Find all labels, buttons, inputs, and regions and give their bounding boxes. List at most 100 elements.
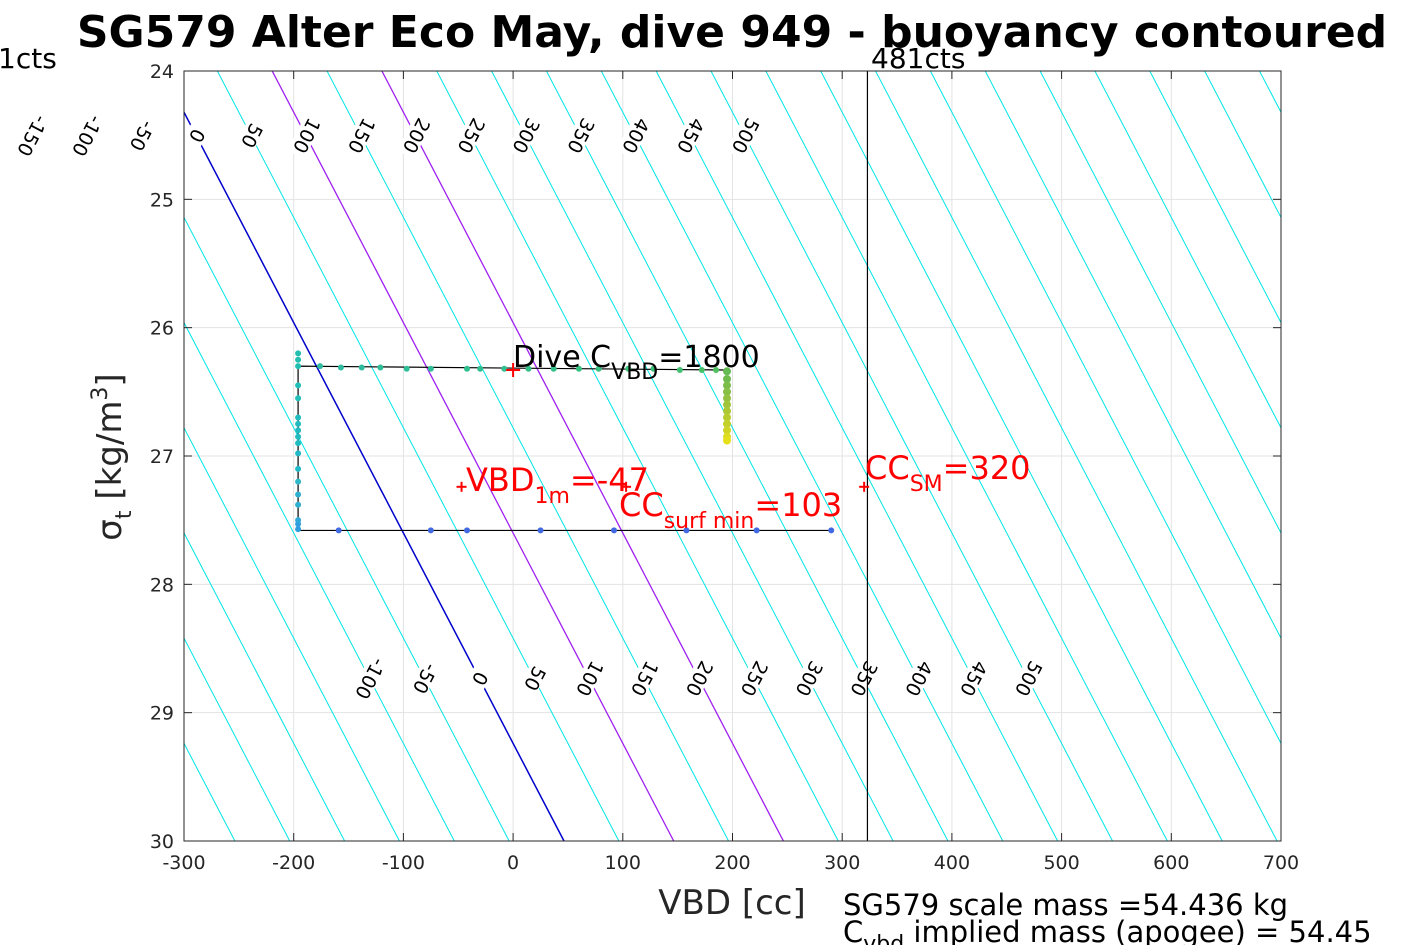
point-left-column-14	[295, 382, 302, 389]
point-left-column-16	[295, 356, 302, 363]
point-left-column-8	[295, 440, 302, 447]
point-right-stack-6	[723, 407, 732, 416]
chart-title: SG579 Alter Eco May, dive 949 - buoyancy…	[77, 7, 1387, 58]
contour-label-top-4: -100	[67, 111, 106, 159]
point-left-column-11	[295, 420, 302, 427]
contour-label-bottom-bg-12	[1008, 654, 1047, 702]
contour-line-14	[271, 71, 675, 841]
point-bottom-row-4	[537, 527, 544, 534]
counts-right: 481cts	[871, 42, 965, 75]
contour-line-16	[381, 71, 784, 841]
contour-line-18	[491, 71, 894, 841]
point-bottom-row-7	[335, 527, 342, 534]
x-tick-label-0: -300	[162, 852, 205, 874]
y-tick-label-4: 28	[150, 574, 174, 596]
point-top-row-9	[525, 365, 532, 372]
annotation-dive-c-vbd-sub: VBD	[611, 360, 658, 385]
contour-line-26	[929, 71, 1281, 745]
point-top-row-12	[595, 365, 602, 372]
contour-label-top-bg-14	[616, 111, 654, 160]
point-top-row-6	[464, 365, 471, 372]
contour-line-29	[1094, 71, 1281, 429]
marker-cc-sm	[859, 481, 870, 492]
point-bottom-row-2	[683, 527, 690, 534]
point-top-row-14	[650, 365, 657, 372]
point-left-column-5	[295, 478, 302, 485]
contour-line-12	[184, 110, 565, 841]
point-top-row-13	[625, 365, 632, 372]
annotation-dive-c-vbd-prefix: Dive C	[513, 340, 611, 375]
y-axis-label-sub: t	[112, 510, 137, 519]
contour-line-20	[600, 71, 1004, 841]
annotation-vbd-1m-prefix: VBD	[466, 461, 534, 499]
contour-line-17	[436, 71, 839, 841]
annotation-cc-sm-suffix: =320	[943, 449, 1031, 487]
point-left-column-2	[295, 517, 302, 524]
x-tick-label-8: 500	[1043, 852, 1079, 874]
point-left-column-17	[295, 350, 302, 357]
contour-label-bottom-bg-8	[789, 654, 827, 702]
point-bottom-row-5	[464, 527, 471, 534]
x-tick-label-9: 600	[1153, 852, 1189, 874]
y-tick-label-1: 25	[150, 189, 174, 211]
point-top-row-4	[403, 365, 410, 372]
contour-line-31	[1204, 71, 1281, 219]
point-left-column-7	[295, 450, 302, 457]
contour-label-top-bg-11	[451, 111, 489, 160]
contour-label-bottom-bg-4	[570, 654, 608, 702]
x-tick-label-3: 0	[507, 852, 519, 874]
contour-line-32	[1259, 71, 1281, 114]
x-axis-label: VBD [cc]	[658, 883, 806, 923]
point-top-row-8	[501, 365, 508, 372]
point-right-stack-11	[723, 436, 732, 445]
axis-ticks: -300 -200 -100 0 100 200 300 400 500 600 700 24 25 26…	[150, 61, 1299, 874]
point-right-stack-1	[723, 375, 732, 383]
contour-label-bottom-bg-5	[624, 654, 663, 702]
footer-implied-mass: Cvbd implied mass (apogee) = 54.45	[843, 915, 1372, 945]
y-tick-label-5: 29	[150, 703, 174, 725]
point-right-stack-4	[723, 394, 732, 403]
contour-line-7	[184, 637, 291, 841]
contour-line-11	[184, 216, 510, 841]
contour-line-10	[184, 321, 455, 841]
contour-label-bottom-bg-2	[460, 654, 498, 702]
contour-line-19	[546, 71, 949, 841]
point-top-row-0	[317, 363, 324, 370]
contour-label-bottom-bg-6	[679, 654, 718, 702]
x-tick-label-4: 100	[605, 852, 641, 874]
annotation-dive-c-vbd: Dive CVBD=1800	[513, 340, 760, 385]
observation-points	[295, 350, 835, 534]
point-top-row-7	[477, 365, 484, 372]
y-tick-label-0: 24	[150, 61, 174, 83]
contour-line-21	[655, 71, 1059, 841]
x-tick-label-10: 700	[1263, 852, 1299, 874]
annotation-cc-surf-min-sub: surf min	[664, 509, 755, 534]
contour-label-top-3: -150	[12, 111, 51, 159]
point-left-column-6	[295, 465, 302, 472]
point-top-row-17	[713, 367, 720, 374]
x-tick-label-2: -100	[382, 852, 425, 874]
annotation-cc-surf-min-suffix: =103	[754, 486, 842, 524]
point-top-row-15	[676, 367, 683, 374]
contour-label-top-bg-13	[561, 111, 599, 160]
contour-label-top-bg-9	[341, 111, 380, 160]
contour-line-8	[184, 531, 346, 841]
marker-vbd-1m	[456, 481, 467, 492]
contour-line-28	[1039, 71, 1281, 535]
contour-line-13	[216, 71, 620, 841]
point-top-row-2	[358, 364, 365, 371]
point-bottom-row-0	[828, 527, 835, 534]
annotation-cc-sm-sub: SM	[910, 472, 943, 497]
point-left-column-15	[295, 363, 302, 370]
point-right-stack-8	[723, 419, 732, 428]
point-bottom-row-3	[611, 527, 618, 534]
y-axis-label-close: ]	[90, 373, 130, 386]
y-axis-label-sup: 3	[88, 387, 113, 401]
point-top-row-5	[427, 365, 434, 372]
point-top-row-3	[377, 364, 384, 371]
x-tick-label-1: -200	[272, 852, 315, 874]
counts-left: 1cts	[0, 42, 57, 75]
contour-label-bottom-bg-11	[954, 654, 992, 702]
x-tick-label-5: 200	[714, 852, 750, 874]
